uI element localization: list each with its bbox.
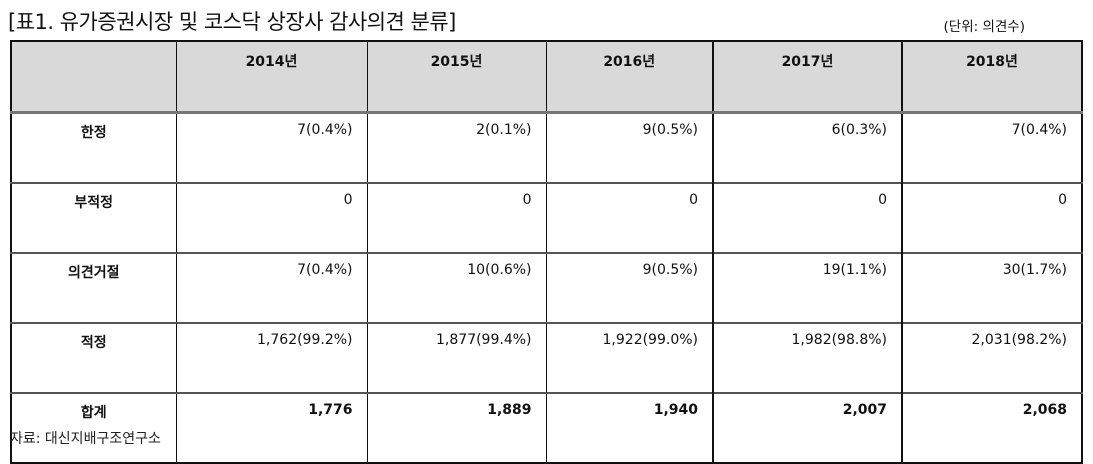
cell-2017: 0	[712, 182, 903, 253]
header-2014: 2014년	[175, 41, 368, 114]
table-row-adverse: 부적정 0 0 0 0 0	[10, 182, 1083, 253]
cell-2017: 6(0.3%)	[712, 112, 903, 183]
cell-2014: 7(0.4%)	[175, 112, 368, 183]
row-label: 적정	[10, 322, 177, 393]
row-label: 한정	[10, 112, 177, 183]
cell-2014: 7(0.4%)	[175, 252, 368, 323]
audit-opinion-table: 2014년 2015년 2016년 2017년 2018년 한정 7(0.4%)…	[10, 40, 1083, 464]
header-2017: 2017년	[712, 41, 903, 114]
table-row-total: 합계 1,776 1,889 1,940 2,007 2,068	[10, 392, 1083, 463]
cell-2015: 1,889	[366, 392, 547, 463]
header-empty	[10, 41, 177, 114]
cell-2017: 1,982(98.8%)	[712, 322, 903, 393]
unit-note: (단위: 의견수)	[943, 19, 1025, 35]
table-row-unqualified: 적정 1,762(99.2%) 1,877(99.4%) 1,922(99.0%…	[10, 322, 1083, 393]
cell-2014: 0	[175, 182, 368, 253]
cell-2014: 1,762(99.2%)	[175, 322, 368, 393]
table-title: [표1. 유가증권시장 및 코스닥 상장사 감사의견 분류]	[8, 10, 456, 34]
row-label: 부적정	[10, 182, 177, 253]
cell-2017: 2,007	[712, 392, 903, 463]
cell-2018: 7(0.4%)	[901, 112, 1083, 183]
cell-2016: 9(0.5%)	[545, 112, 714, 183]
row-label: 합계	[10, 392, 177, 463]
cell-2015: 0	[366, 182, 547, 253]
header-2016: 2016년	[545, 41, 714, 114]
table-row-disclaimer: 의견거절 7(0.4%) 10(0.6%) 9(0.5%) 19(1.1%) 3…	[10, 252, 1083, 323]
cell-2018: 0	[901, 182, 1083, 253]
cell-2015: 1,877(99.4%)	[366, 322, 547, 393]
cell-2017: 19(1.1%)	[712, 252, 903, 323]
cell-2016: 0	[545, 182, 714, 253]
source-note: 자료: 대신지배구조연구소	[10, 431, 161, 447]
table-row-qualified: 한정 7(0.4%) 2(0.1%) 9(0.5%) 6(0.3%) 7(0.4…	[10, 112, 1083, 183]
cell-2018: 2,031(98.2%)	[901, 322, 1083, 393]
cell-2015: 2(0.1%)	[366, 112, 547, 183]
header-2015: 2015년	[366, 41, 547, 114]
cell-2016: 9(0.5%)	[545, 252, 714, 323]
cell-2018: 2,068	[901, 392, 1083, 463]
row-label: 의견거절	[10, 252, 177, 323]
header-2018: 2018년	[901, 41, 1083, 114]
cell-2016: 1,922(99.0%)	[545, 322, 714, 393]
cell-2016: 1,940	[545, 392, 714, 463]
cell-2014: 1,776	[175, 392, 368, 463]
cell-2018: 30(1.7%)	[901, 252, 1083, 323]
header-row: 2014년 2015년 2016년 2017년 2018년	[10, 41, 1083, 114]
cell-2015: 10(0.6%)	[366, 252, 547, 323]
